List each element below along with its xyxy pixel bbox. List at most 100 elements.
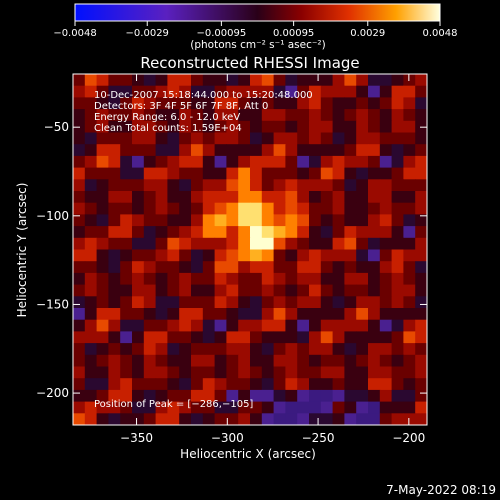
heatmap-cell (214, 389, 227, 403)
heatmap-cell (415, 132, 428, 145)
heatmap-cell (214, 202, 227, 215)
heatmap-cell (226, 97, 239, 110)
heatmap-cell (84, 167, 98, 180)
heatmap-cell (179, 308, 192, 321)
heatmap-cell (368, 167, 381, 180)
heatmap-cell (155, 354, 168, 367)
heatmap-cell (297, 284, 310, 297)
heatmap-cell (73, 249, 86, 262)
heatmap-cell (356, 97, 369, 110)
heatmap-cell (132, 109, 145, 122)
heatmap-cell (84, 284, 98, 297)
heatmap-cell (415, 366, 428, 379)
heatmap-cell (238, 214, 251, 227)
heatmap-cell (250, 366, 263, 379)
heatmap-cell (297, 214, 310, 227)
heatmap-cell (415, 284, 428, 297)
heatmap-cell (403, 366, 416, 379)
heatmap-cell (214, 237, 227, 250)
heatmap-cell (379, 144, 393, 157)
heatmap-cell (261, 389, 275, 403)
heatmap-cell (214, 74, 227, 87)
heatmap-cell (356, 413, 369, 426)
heatmap-cell (332, 284, 345, 297)
heatmap-cell (368, 413, 381, 426)
heatmap-cell (415, 214, 428, 227)
heatmap-cell (320, 109, 334, 122)
heatmap-cell (108, 261, 121, 274)
heatmap-cell (415, 109, 428, 122)
heatmap-cell (273, 296, 286, 309)
heatmap-cell (332, 120, 345, 133)
heatmap-cell (403, 237, 416, 250)
heatmap-cell (273, 401, 286, 414)
heatmap-cell (415, 378, 428, 391)
heatmap-cell (120, 132, 133, 145)
heatmap-cell (143, 132, 157, 145)
heatmap-cell (238, 226, 251, 239)
heatmap-cell (132, 354, 145, 367)
heatmap-cell (84, 144, 98, 157)
heatmap-cell (250, 214, 263, 227)
heatmap-cell (73, 202, 86, 215)
heatmap-cell (320, 85, 334, 98)
heatmap-cell (214, 272, 227, 286)
heatmap-cell (155, 308, 168, 321)
heatmap-cell (297, 413, 310, 426)
heatmap-cell (415, 144, 428, 157)
heatmap-cell (120, 191, 133, 204)
heatmap-cell (120, 354, 133, 367)
heatmap-cell (238, 144, 251, 157)
heatmap-cell (379, 389, 393, 403)
heatmap-cell (73, 413, 86, 426)
heatmap-cell (202, 132, 216, 145)
heatmap-cell (320, 214, 334, 227)
heatmap-cell (344, 237, 357, 250)
heatmap-cell (214, 214, 227, 227)
heatmap-cell (320, 413, 334, 426)
heatmap-cell (179, 319, 192, 332)
heatmap-cell (320, 97, 334, 110)
heatmap-cell (391, 319, 404, 332)
heatmap-cell (356, 214, 369, 227)
heatmap-cell (226, 74, 239, 87)
heatmap-cell (309, 155, 322, 169)
heatmap-cell (132, 85, 145, 98)
heatmap-cell (332, 132, 345, 145)
heatmap-cell (285, 85, 298, 98)
heatmap-cell (167, 261, 180, 274)
heatmap-cell (261, 97, 275, 110)
heatmap-cell (320, 401, 334, 414)
heatmap-cell (84, 354, 98, 367)
heatmap-cell (379, 132, 393, 145)
heatmap-cell (191, 109, 204, 122)
heatmap-cell (320, 120, 334, 133)
heatmap-cell (403, 296, 416, 309)
heatmap-cell (143, 366, 157, 379)
colorbar-tick-label: 0.0048 (423, 28, 458, 39)
heatmap-cell (250, 97, 263, 110)
heatmap-cell (261, 191, 275, 204)
heatmap-cell (297, 74, 310, 87)
heatmap-cell (143, 97, 157, 110)
heatmap-cell (391, 214, 404, 227)
heatmap-cell (391, 97, 404, 110)
heatmap-cell (191, 144, 204, 157)
heatmap-cell (273, 378, 286, 391)
heatmap-cell (403, 214, 416, 227)
heatmap-cell (356, 272, 369, 286)
heatmap-cell (379, 214, 393, 227)
heatmap-cell (179, 272, 192, 286)
heatmap-cell (309, 343, 322, 356)
heatmap-cell (84, 389, 98, 403)
heatmap-cell (155, 343, 168, 356)
heatmap-cell (179, 401, 192, 414)
heatmap-cell (167, 226, 180, 239)
heatmap-cell (250, 296, 263, 309)
heatmap-cell (332, 249, 345, 262)
heatmap-cell (73, 97, 86, 110)
heatmap-cell (273, 354, 286, 367)
heatmap-cell (403, 85, 416, 98)
heatmap-cell (179, 167, 192, 180)
heatmap-cell (96, 144, 109, 157)
